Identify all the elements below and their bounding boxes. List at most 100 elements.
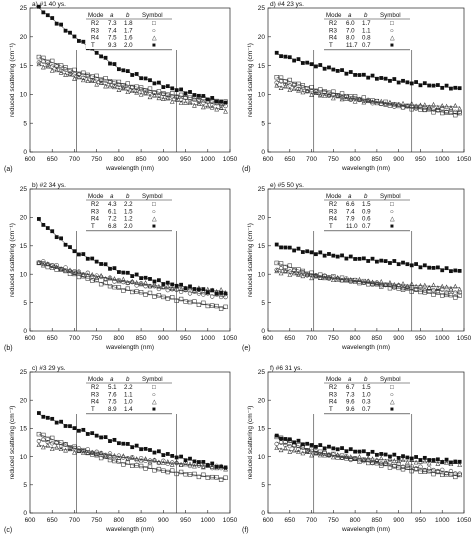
- series-point: [76, 269, 82, 275]
- x-axis-label: wavelength (nm): [341, 526, 390, 533]
- legend-b: 2.2: [124, 201, 133, 208]
- series-point: [426, 460, 432, 466]
- series-point: [68, 30, 72, 35]
- series-point: [378, 455, 384, 461]
- series-point: [379, 461, 384, 466]
- series-point: [134, 272, 139, 277]
- series-point: [317, 452, 323, 458]
- series-point: [366, 282, 371, 287]
- series-point: [392, 463, 397, 468]
- series-point: [160, 284, 166, 290]
- series-point: [223, 475, 228, 480]
- series-line: [38, 445, 226, 469]
- series-point: [435, 104, 441, 110]
- series-point: [76, 39, 81, 43]
- series-point: [326, 451, 332, 457]
- legend-header: a: [110, 193, 114, 200]
- series-point: [440, 110, 445, 116]
- series-point: [183, 299, 188, 304]
- series-point: [291, 268, 297, 274]
- series-point: [170, 468, 175, 473]
- legend-header: Mode: [326, 12, 342, 19]
- series-point: [90, 278, 95, 283]
- series-point: [365, 278, 371, 284]
- y-tick-label: 25: [258, 5, 266, 12]
- legend-symbol: ■: [152, 406, 156, 413]
- series-point: [405, 463, 410, 468]
- series-point: [309, 250, 314, 255]
- series-point: [383, 458, 388, 464]
- series-point: [129, 278, 135, 284]
- series-point: [444, 83, 449, 88]
- series-point: [103, 262, 108, 267]
- series-point: [218, 105, 224, 110]
- series-point: [431, 107, 436, 112]
- series-point: [383, 452, 388, 457]
- series-point: [374, 457, 380, 463]
- series-point: [448, 468, 454, 474]
- legend-symbol: △: [390, 35, 395, 42]
- series-point: [165, 280, 170, 285]
- legend-symbol: △: [390, 399, 395, 406]
- y-tick-label: 5: [23, 300, 27, 307]
- series-point: [103, 276, 108, 281]
- y-tick-label: 5: [23, 120, 27, 127]
- series-point: [192, 102, 197, 108]
- series-point: [361, 457, 367, 462]
- series-point: [219, 291, 224, 295]
- series-point: [387, 286, 393, 291]
- series-point: [300, 83, 306, 88]
- series-point: [274, 75, 279, 80]
- series-point: [453, 85, 458, 90]
- legend-b: 1.7: [124, 27, 133, 34]
- x-tick-label: 750: [328, 335, 339, 342]
- series-point: [327, 252, 331, 256]
- series-point: [305, 60, 310, 65]
- series-point: [435, 108, 441, 113]
- y-tick-label: 5: [261, 300, 265, 307]
- series-point: [431, 83, 436, 88]
- series-point: [210, 294, 215, 299]
- series-point: [374, 259, 379, 264]
- series-point: [278, 266, 284, 271]
- series-point: [365, 455, 371, 461]
- series-point: [309, 92, 314, 97]
- series-point: [444, 292, 449, 298]
- series-point: [348, 454, 354, 459]
- legend-b: 1.0: [362, 391, 371, 398]
- series-point: [453, 290, 458, 295]
- series-point: [196, 291, 202, 296]
- series-point: [169, 98, 175, 104]
- y-tick-label: 20: [20, 34, 28, 41]
- series-point: [76, 274, 82, 280]
- y-tick-label: 0: [261, 510, 265, 517]
- series-point: [139, 447, 144, 452]
- series-point: [99, 54, 104, 59]
- series-point: [108, 266, 112, 271]
- series-point: [370, 279, 375, 285]
- plot-frame: [267, 7, 465, 153]
- x-tick-label: 600: [263, 517, 274, 524]
- series-point: [440, 268, 445, 273]
- series-point: [147, 94, 153, 100]
- series-point: [330, 95, 336, 101]
- legend-background: [324, 11, 410, 49]
- series-point: [54, 63, 59, 68]
- plot-frame: [29, 371, 231, 514]
- y-tick-label: 0: [23, 510, 27, 517]
- series-point: [147, 459, 153, 465]
- series-point: [370, 460, 375, 466]
- series-point: [431, 282, 436, 288]
- x-tick-label: 900: [393, 335, 404, 342]
- x-tick-label: 1000: [435, 517, 450, 524]
- series-point: [98, 80, 104, 85]
- series-point: [54, 444, 60, 450]
- x-tick-label: 600: [25, 335, 36, 342]
- series-point: [392, 259, 397, 263]
- y-axis-label: reduced scattering (cm⁻¹): [247, 43, 254, 117]
- series-point: [138, 290, 144, 295]
- series-point: [76, 446, 82, 451]
- x-tick-label: 650: [47, 156, 58, 163]
- legend-header: Symbol: [380, 193, 401, 200]
- series-point: [304, 272, 310, 277]
